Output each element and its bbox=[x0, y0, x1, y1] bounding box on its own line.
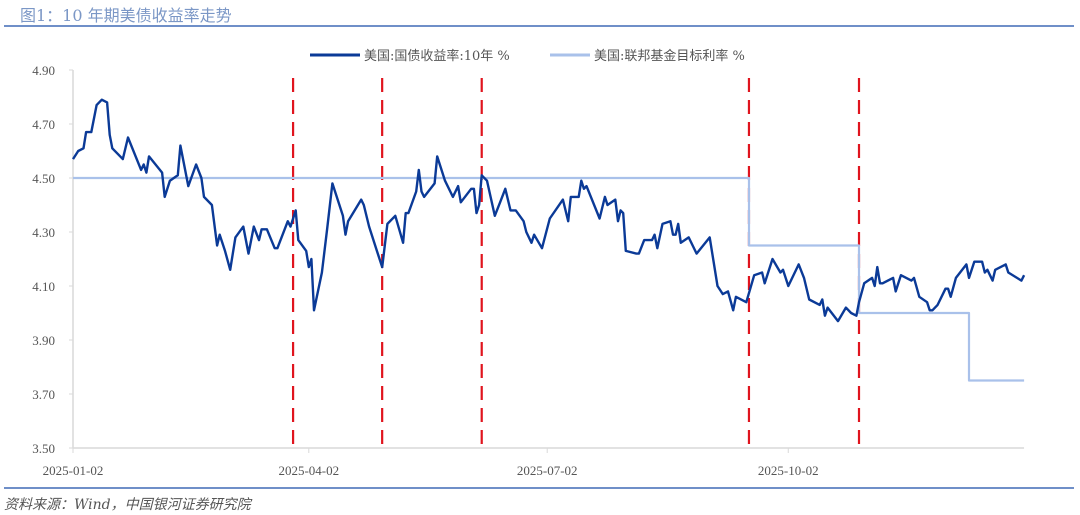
x-tick-label: 2025-01-02 bbox=[43, 463, 104, 478]
y-tick-label: 3.70 bbox=[32, 387, 55, 402]
fed-funds-rate-line bbox=[73, 176, 1025, 382]
y-tick-label: 4.90 bbox=[32, 63, 55, 78]
x-tick-label: 2025-10-02 bbox=[758, 463, 819, 478]
y-tick-label: 4.70 bbox=[32, 117, 55, 132]
top-divider bbox=[4, 25, 1074, 27]
legend-label-fed-funds: 美国:联邦基金目标利率 % bbox=[594, 48, 745, 64]
bottom-divider bbox=[4, 487, 1074, 489]
y-tick-label: 4.30 bbox=[32, 225, 55, 240]
x-tick-label: 2025-04-02 bbox=[278, 463, 339, 478]
y-tick-label: 4.10 bbox=[32, 279, 55, 294]
legend-label-treasury-10y: 美国:国债收益率:10年 % bbox=[364, 48, 510, 64]
yield-chart: 4.90 4.70 4.50 4.30 4.10 3.90 3.70 3.50 2025-01-… bbox=[32, 48, 1026, 478]
y-tick-label: 4.50 bbox=[32, 171, 55, 186]
x-tick-label: 2025-07-02 bbox=[517, 463, 578, 478]
y-tick-label: 3.90 bbox=[32, 333, 55, 348]
treasury-10y-line bbox=[71, 98, 1026, 323]
figure-title: 图1：10 年期美债收益率走势 bbox=[20, 6, 232, 25]
y-tick-label: 3.50 bbox=[32, 441, 55, 456]
source-note: 资料来源：Wind，中国银河证券研究院 bbox=[4, 497, 251, 513]
